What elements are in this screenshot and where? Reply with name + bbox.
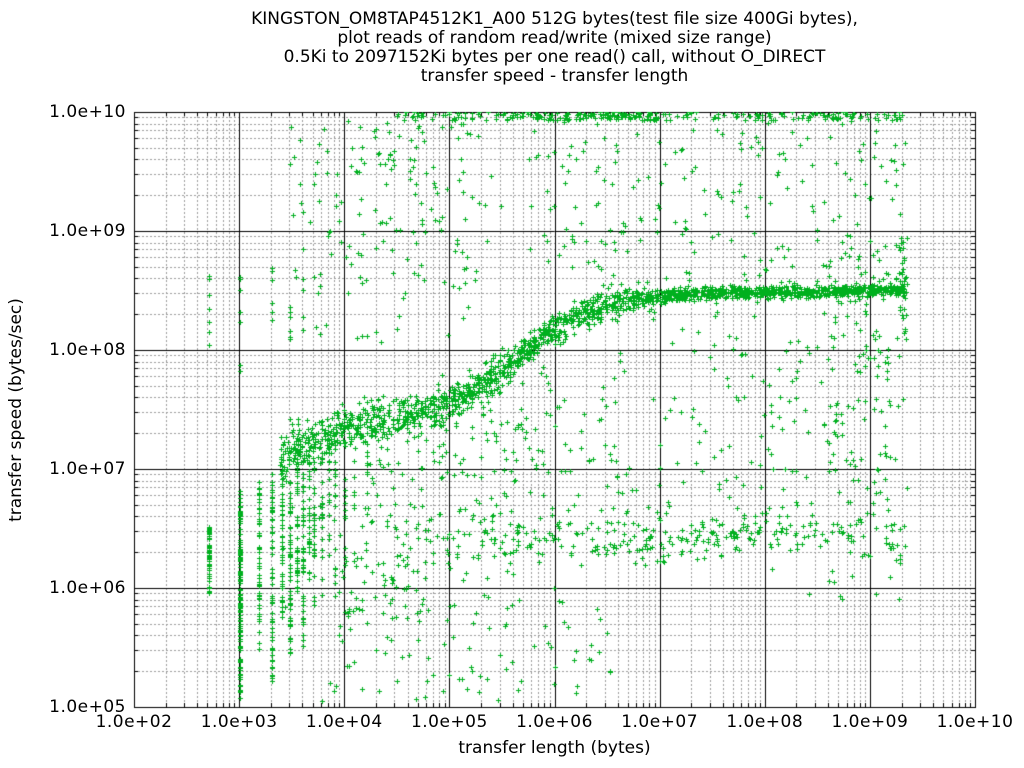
x-tick-label: 1.0e+10: [936, 712, 1014, 732]
chart-title-line-4: transfer speed - transfer length: [420, 66, 689, 86]
y-tick-label: 1.0e+05: [49, 697, 126, 717]
chart-title: KINGSTON_OM8TAP4512K1_A00 512G bytes(tes…: [134, 10, 975, 86]
y-tick-label: 1.0e+09: [49, 221, 126, 241]
x-tick-label: 1.0e+05: [410, 712, 488, 732]
x-tick-label: 1.0e+06: [516, 712, 593, 732]
x-tick-label: 1.0e+03: [200, 712, 278, 732]
y-tick-label: 1.0e+07: [49, 459, 126, 479]
x-axis-title: transfer length (bytes): [458, 738, 651, 758]
x-tick-label: 1.0e+04: [305, 712, 383, 732]
x-tick-label: 1.0e+07: [621, 712, 699, 732]
y-tick-label: 1.0e+08: [49, 340, 126, 360]
x-tick-label: 1.0e+02: [95, 712, 173, 732]
chart-title-line-3: 0.5Ki to 2097152Ki bytes per one read() …: [283, 47, 826, 67]
chart-title-line-1: KINGSTON_OM8TAP4512K1_A00 512G bytes(tes…: [251, 9, 858, 29]
x-tick-label: 1.0e+08: [726, 712, 804, 732]
x-tick-label: 1.0e+09: [831, 712, 909, 732]
y-tick-label: 1.0e+06: [49, 578, 126, 598]
y-axis-title: transfer speed (bytes/sec): [6, 298, 26, 522]
y-tick-label: 1.0e+10: [49, 102, 126, 122]
chart-title-line-2: plot reads of random read/write (mixed s…: [337, 28, 772, 48]
